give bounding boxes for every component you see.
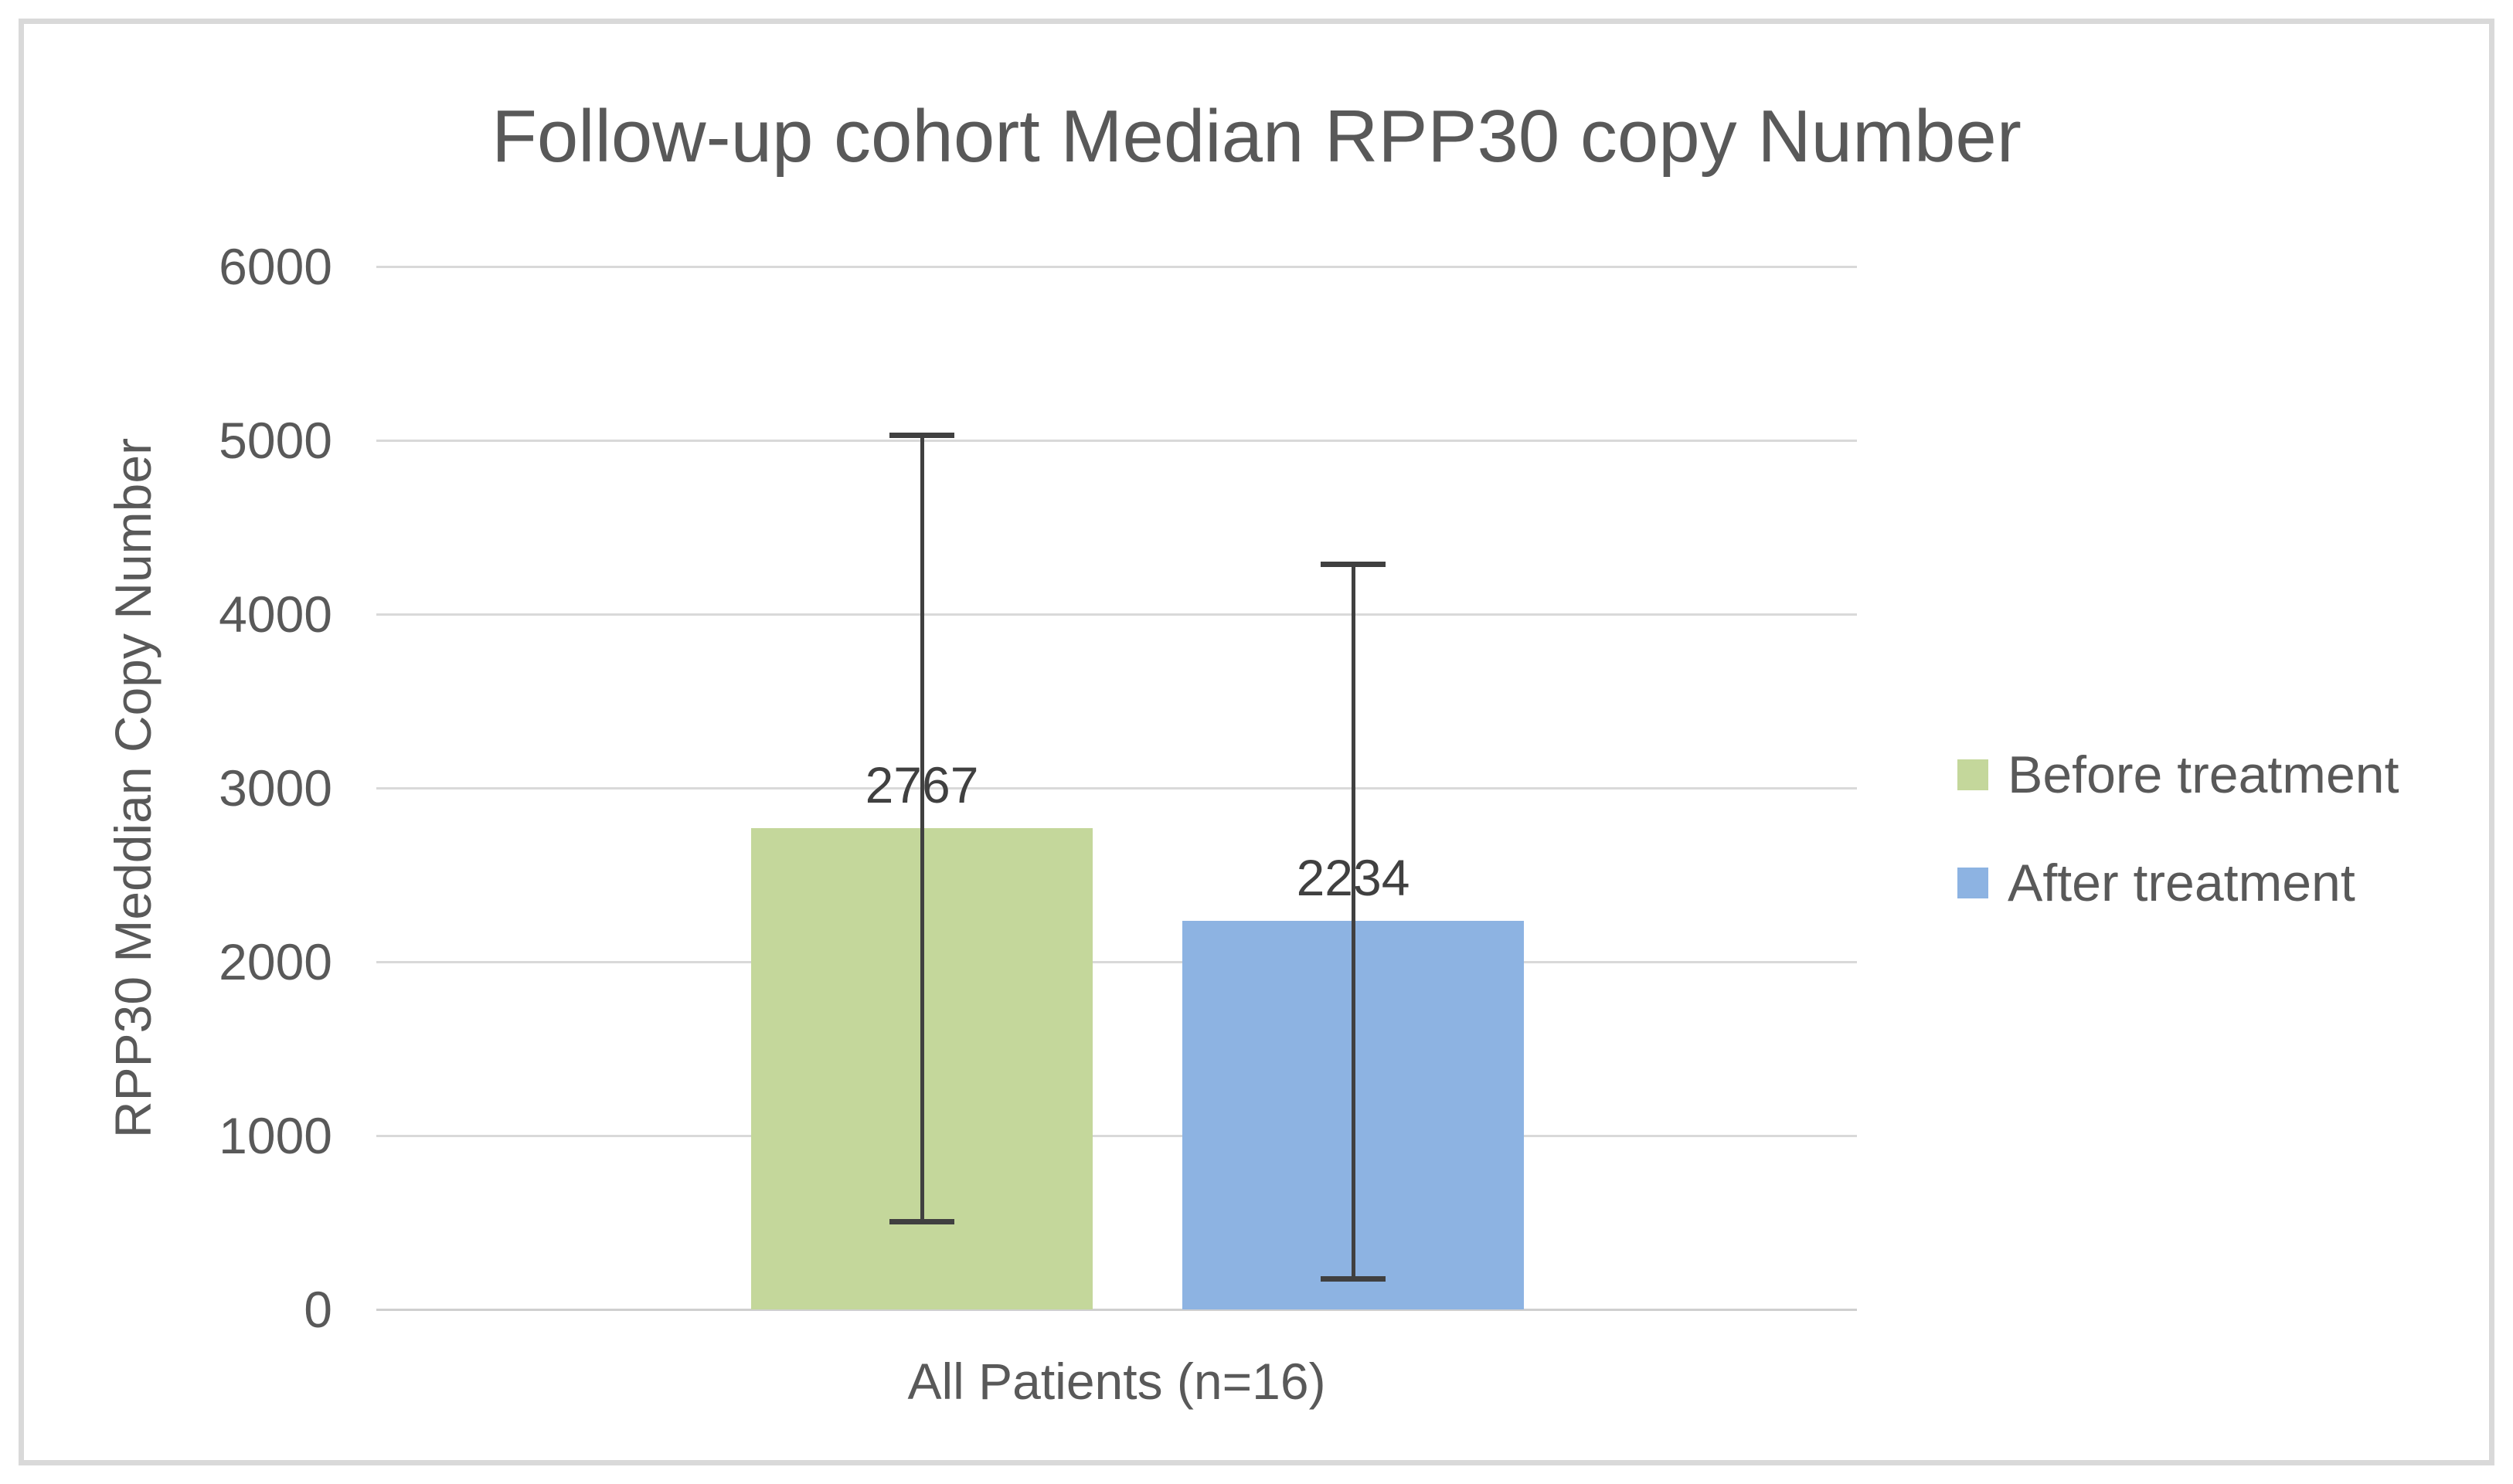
y-tick-label: 3000 — [219, 759, 332, 817]
legend-label-before: Before treatment — [2008, 745, 2399, 804]
gridline — [376, 961, 1857, 963]
bar-value-label: 2767 — [865, 756, 979, 814]
plot-area: 2767 2234 — [376, 266, 1857, 1311]
legend-item-before-treatment: Before treatment — [1957, 745, 2399, 804]
legend-swatch-before-icon — [1957, 759, 1988, 790]
gridline — [376, 787, 1857, 790]
y-tick-label: 1000 — [219, 1107, 332, 1164]
y-tick-label: 5000 — [219, 412, 332, 469]
bar-value-label: 2234 — [1296, 849, 1410, 907]
y-tick-label: 0 — [304, 1281, 332, 1338]
gridline — [376, 440, 1857, 442]
x-axis-category-label: All Patients (n=16) — [907, 1353, 1326, 1410]
y-tick-label: 4000 — [219, 586, 332, 643]
gridline — [376, 613, 1857, 616]
error-bar-line — [1351, 563, 1355, 1279]
gridline — [376, 1135, 1857, 1137]
legend-label-after: After treatment — [2008, 854, 2355, 912]
y-tick-label: 2000 — [219, 933, 332, 990]
legend-item-after-treatment: After treatment — [1957, 854, 2355, 912]
error-bar-cap — [889, 433, 954, 439]
error-bar-cap — [889, 1219, 954, 1225]
error-bar-line — [920, 435, 924, 1222]
x-axis-line — [376, 1309, 1857, 1311]
gridline — [376, 266, 1857, 268]
chart-title: Follow-up cohort Median RPP30 copy Numbe… — [491, 95, 2022, 178]
error-bar-cap — [1321, 561, 1386, 567]
y-tick-label: 6000 — [219, 238, 332, 295]
error-bar-cap — [1321, 1276, 1386, 1282]
legend-swatch-after-icon — [1957, 868, 1988, 898]
